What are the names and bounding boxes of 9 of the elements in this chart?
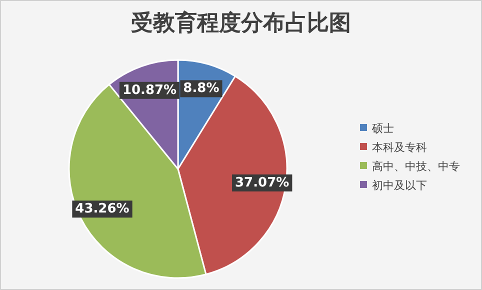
legend-label: 硕士 — [371, 122, 394, 135]
legend-label: 高中、中技、中专 — [372, 160, 460, 173]
legend-label: 本科及专科 — [372, 141, 427, 154]
legend-label: 初中及以下 — [372, 179, 427, 192]
data-label: 10.87% — [122, 82, 177, 98]
chart-title: 受教育程度分布占比图 — [131, 10, 351, 36]
data-label: 37.07% — [235, 175, 290, 190]
data-label: 8.8% — [183, 81, 220, 96]
data-label: 43.26% — [75, 202, 130, 217]
